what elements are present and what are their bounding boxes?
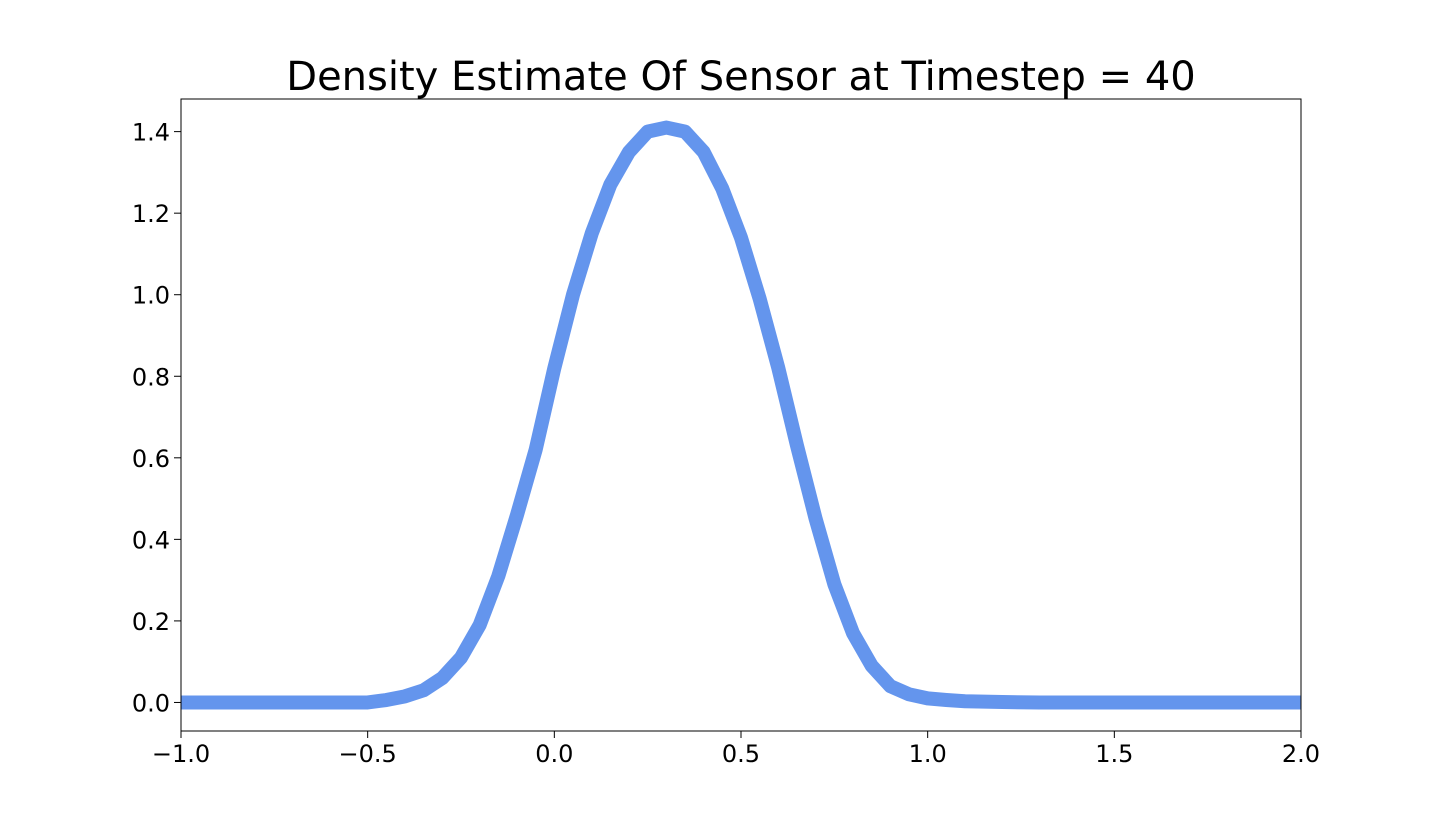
chart-title: Density Estimate Of Sensor at Timestep =… (286, 54, 1195, 100)
y-tick-label: 0.4 (132, 526, 170, 554)
x-axis: −1.0 −0.5 0.0 0.5 1.0 1.5 2.0 (152, 731, 1320, 768)
density-line-series-0 (181, 120, 1301, 710)
y-axis: 0.0 0.2 0.4 0.6 0.8 1.0 1.2 1.4 (132, 119, 181, 717)
x-tick-label: 1.0 (909, 740, 947, 768)
y-tick-label: 0.0 (132, 689, 170, 717)
x-tick-label: −0.5 (339, 740, 397, 768)
x-tick-label: 2.0 (1282, 740, 1320, 768)
y-tick-label: 0.8 (132, 363, 170, 391)
y-tick-label: 1.2 (132, 200, 170, 228)
x-tick-label: 1.5 (1095, 740, 1133, 768)
y-tick-label: 0.6 (132, 445, 170, 473)
y-tick-label: 1.0 (132, 282, 170, 310)
series-layer (181, 120, 1301, 710)
x-tick-label: 0.0 (535, 740, 573, 768)
x-tick-label: 0.5 (722, 740, 760, 768)
y-tick-label: 0.2 (132, 608, 170, 636)
y-tick-label: 1.4 (132, 119, 170, 147)
plot-frame (180, 98, 1302, 732)
x-tick-label: −1.0 (152, 740, 210, 768)
